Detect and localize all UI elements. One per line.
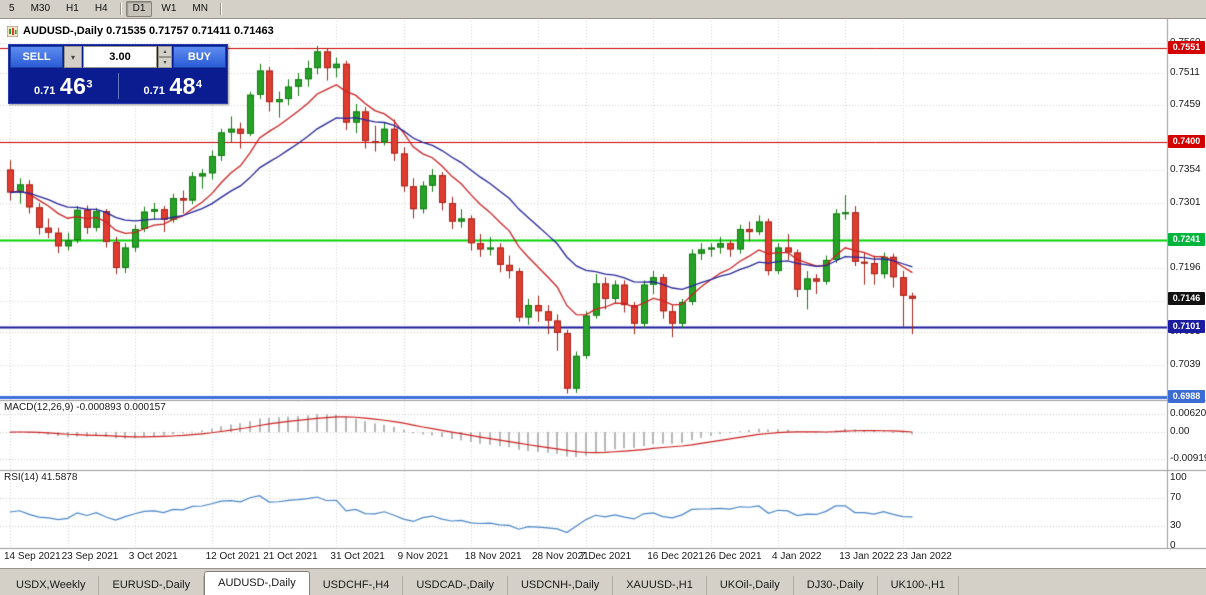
volume-down-icon[interactable]: ▾ (158, 57, 172, 68)
sell-button[interactable]: SELL (10, 46, 63, 68)
chart-tab-uk100-h1[interactable]: UK100-,H1 (878, 576, 960, 595)
toolbar-separator (219, 3, 221, 15)
timeframe-button-h4[interactable]: H4 (94, 3, 108, 14)
chart-tab-xauusd-h1[interactable]: XAUUSD-,H1 (613, 576, 707, 595)
buy-price-big: 48 (169, 72, 196, 99)
one-click-trading-panel: SELL ▾ 3.00 ▴ ▾ BUY 0.71 463 0.71 484 (8, 44, 228, 104)
timeframe-button-5[interactable]: 5 (9, 3, 15, 14)
chart-tab-usdcnh-daily[interactable]: USDCNH-,Daily (508, 576, 614, 595)
trade-panel-prices: 0.71 463 0.71 484 (9, 69, 227, 103)
volume-up-icon[interactable]: ▴ (158, 46, 172, 57)
timeframe-toolbar: 5 M30 H1 H4 D1 W1 MN (0, 0, 1206, 19)
buy-price-sup: 4 (195, 78, 203, 91)
volume-dropdown-icon[interactable]: ▾ (64, 46, 82, 68)
sell-price-main: 0.71 (33, 84, 56, 97)
chart-tab-eurusd-daily[interactable]: EURUSD-,Daily (99, 576, 205, 595)
buy-price-main: 0.71 (143, 84, 165, 97)
sell-price[interactable]: 0.71 463 (9, 73, 118, 100)
chart-icon (7, 25, 18, 37)
chart-tab-usdchf-h4[interactable]: USDCHF-,H4 (310, 576, 404, 595)
timeframe-button-d1[interactable]: D1 (125, 1, 153, 17)
chart-tab-audusd-daily[interactable]: AUDUSD-,Daily (204, 571, 310, 595)
price-divider (117, 73, 119, 99)
volume-spinner: ▴ ▾ (158, 46, 172, 68)
price-chart-canvas[interactable] (0, 18, 1206, 568)
chart-tab-ukoil-daily[interactable]: UKOil-,Daily (707, 576, 794, 595)
volume-input[interactable]: 3.00 (83, 46, 157, 68)
sell-price-big: 46 (59, 72, 87, 99)
timeframe-button-m30[interactable]: M30 (30, 3, 51, 14)
toolbar-separator (119, 3, 121, 15)
rsi-indicator-label: RSI(14) 41.5878 (4, 472, 78, 483)
trade-panel-controls: SELL ▾ 3.00 ▴ ▾ BUY (9, 45, 227, 69)
timeframe-button-w1[interactable]: W1 (161, 3, 177, 14)
timeframe-button-h1[interactable]: H1 (66, 3, 79, 14)
macd-indicator-label: MACD(12,26,9) -0.000893 0.000157 (4, 402, 166, 413)
chart-title-text: AUDUSD-,Daily 0.71535 0.71757 0.71411 0.… (23, 25, 274, 37)
timeframe-buttons: 5 M30 H1 H4 D1 W1 MN (1, 1, 225, 17)
buy-button[interactable]: BUY (173, 46, 226, 68)
timeframe-button-mn[interactable]: MN (192, 3, 208, 14)
sell-price-sup: 3 (86, 78, 93, 91)
chart-tab-dj30-daily[interactable]: DJ30-,Daily (794, 576, 878, 595)
chart-tab-usdcad-daily[interactable]: USDCAD-,Daily (403, 576, 508, 595)
chart-title: AUDUSD-,Daily 0.71535 0.71757 0.71411 0.… (7, 25, 274, 37)
chart-tab-usdx-weekly[interactable]: USDX,Weekly (3, 576, 100, 595)
chart-tab-bar: USDX,Weekly EURUSD-,Daily AUDUSD-,Daily USD… (0, 568, 1206, 595)
buy-price[interactable]: 0.71 484 (119, 73, 228, 100)
